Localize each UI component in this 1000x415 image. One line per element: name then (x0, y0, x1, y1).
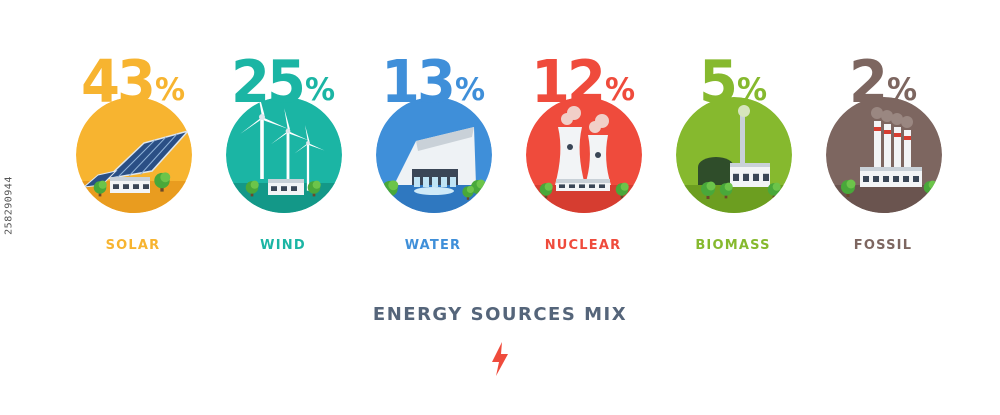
energy-source-fossil: 2% FOSSIL (808, 53, 958, 265)
percent-sign: % (304, 71, 335, 109)
energy-source-wind: 25% WIND (208, 53, 358, 265)
percent-sign: % (604, 71, 635, 109)
energy-source-nuclear: 12% NUCLEAR (508, 53, 658, 265)
biomass-plant-icon (676, 97, 792, 213)
category-label: BIOMASS (695, 238, 771, 253)
fossil-plant-icon (826, 97, 942, 213)
percent-sign: % (736, 71, 768, 109)
percentage-value: 2% (808, 53, 958, 113)
percent-sign: % (886, 71, 918, 109)
energy-source-water: 13% WATER (358, 53, 508, 265)
percentage-value: 25% (208, 53, 358, 113)
percentage-number: 13 (381, 48, 456, 117)
percentage-value: 12% (508, 53, 658, 113)
hydro-dam-icon (376, 97, 492, 213)
energy-mix-chart: 43% SOLAR 25% WIND 13% WATER 12% NUCLEAR 5% BIOMA… (58, 53, 958, 265)
percentage-number: 2 (848, 48, 888, 117)
percentage-value: 43% (58, 53, 208, 113)
percentage-number: 5 (698, 48, 738, 117)
energy-source-solar: 43% SOLAR (58, 53, 208, 265)
category-label: WIND (260, 238, 306, 253)
category-label: SOLAR (105, 238, 161, 253)
percentage-number: 25 (231, 48, 306, 117)
percentage-number: 12 (531, 48, 606, 117)
nuclear-plant-icon (526, 97, 642, 213)
percentage-number: 43 (81, 48, 156, 117)
category-label: WATER (404, 238, 462, 253)
solar-plant-icon (76, 97, 192, 213)
lightning-bolt-icon (492, 342, 508, 376)
percent-sign: % (154, 71, 185, 109)
chart-title: ENERGY SOURCES MIX (372, 304, 628, 325)
wind-farm-icon (226, 97, 342, 213)
percentage-value: 5% (658, 53, 808, 113)
percentage-value: 13% (358, 53, 508, 113)
percent-sign: % (454, 71, 485, 109)
category-label: NUCLEAR (544, 238, 622, 253)
category-label: FOSSIL (853, 238, 913, 253)
energy-source-biomass: 5% BIOMASS (658, 53, 808, 265)
